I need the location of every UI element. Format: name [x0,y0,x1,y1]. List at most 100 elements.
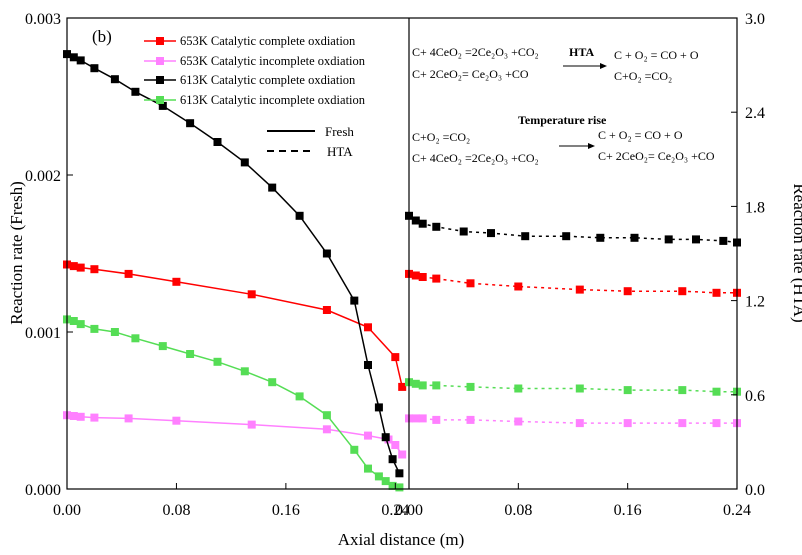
data-point [391,441,400,449]
legend-marker [156,96,164,104]
data-point [514,282,523,291]
arrow-label: HTA [569,45,594,59]
reaction-equation: C+ 4CeO₂ =2Ce₂O₃ +CO₂ [412,45,539,59]
arrowhead [600,63,607,69]
legend-label: 613K Catalytic complete oxdiation [180,73,356,87]
data-point [69,317,78,325]
data-point [630,233,639,242]
data-point [374,403,383,412]
data-point [110,75,119,84]
data-point [90,265,99,274]
data-point [186,119,195,128]
data-point [466,382,475,391]
data-point [623,386,632,395]
data-point [678,386,687,395]
legend-label: 653K Catalytic incomplete oxdiation [180,54,366,68]
data-point [158,342,167,351]
data-point [432,381,441,390]
data-point [322,249,331,258]
y-tick-label-left: 0.001 [25,325,61,342]
data-point [521,232,530,241]
data-point [432,222,441,231]
data-point [575,384,584,393]
legend-entry: 653K Catalytic complete oxdiation [144,34,356,48]
reaction-equation: C+ 2CeO₂= Ce₂O₃ +CO [598,149,715,163]
legend-marker [156,57,164,65]
data-point [295,392,304,401]
data-point [596,233,605,242]
x-tick-label: 0.00 [53,502,81,519]
x-tick-label: 0.08 [504,502,532,519]
data-point [411,216,420,225]
data-point [158,101,167,110]
data-point [514,417,523,426]
reaction-equation: C+ 2CeO₂= Ce₂O₃ +CO [412,67,529,81]
data-point [418,414,427,423]
data-point [322,425,331,434]
data-point [411,414,420,423]
data-point [247,420,256,429]
y-tick-label-left: 0.000 [25,482,61,499]
x-tick-label: 0.24 [723,502,751,519]
data-point [466,415,475,424]
data-point [295,211,304,220]
fresh-style-label: Fresh [325,124,354,139]
y-axis-title-right: Reaction rate (HTA) [790,183,802,322]
data-point [575,419,584,428]
data-point [678,419,687,428]
reaction-annotation-temperature: C+O₂ =CO₂ C+ 4CeO₂ =2Ce₂O₃ +CO₂ Temperat… [412,113,715,165]
data-point [268,378,277,387]
reaction-equation: C+O₂ =CO₂ [412,130,470,144]
fresh-series-group [63,50,407,492]
data-point [432,415,441,424]
data-point [398,450,407,459]
data-point [395,483,404,492]
data-point [322,306,331,314]
x-axis-title: Axial distance (m) [338,530,465,549]
data-point [172,277,181,286]
hta-series-group [405,211,741,428]
data-point [712,288,721,297]
arrowhead [588,143,595,149]
y-tick-label-right: 0.0 [745,482,765,499]
data-point [418,381,427,390]
data-point [213,357,222,366]
reaction-equation: C + O₂ = CO + O [614,48,699,62]
data-point [678,287,687,296]
hta-series-line [408,381,737,393]
data-point [90,64,99,73]
x-tick-label: 0.00 [395,502,423,519]
data-point [76,412,85,421]
reaction-annotation-hta: C+ 4CeO₂ =2Ce₂O₃ +CO₂ C+ 2CeO₂= Ce₂O₃ +C… [412,45,699,83]
reaction-equation: C+ 4CeO₂ =2Ce₂O₃ +CO₂ [412,151,539,165]
fresh-series-line [66,318,400,489]
data-point [398,382,407,391]
data-point [76,320,85,329]
panel-label: (b) [92,27,112,46]
data-point [364,464,372,473]
data-point [124,269,133,278]
y-tick-label-right: 2.4 [745,105,765,122]
plot-frame [66,17,738,490]
series-legend: 653K Catalytic complete oxdiation 653K C… [144,34,366,107]
legend-entry: 613K Catalytic complete oxdiation [144,73,356,87]
x-tick-label: 0.16 [614,502,642,519]
data-point [350,445,359,454]
data-point [432,274,441,283]
data-point [562,232,571,241]
data-point [90,413,99,422]
data-point [322,411,331,420]
data-point [418,273,427,281]
axis-ticks-group: 0.00 0.08 0.16 0.240.00 0.08 0.16 0.240.0000.0… [25,11,765,519]
y-tick-label-right: 1.2 [745,294,765,311]
hta-series-line [408,273,737,294]
data-point [186,350,195,358]
data-point [69,412,78,420]
data-point [388,481,397,490]
data-point [247,290,256,299]
data-point [364,431,372,440]
legend-marker [156,37,164,45]
data-point [240,158,249,167]
data-point [388,455,397,464]
